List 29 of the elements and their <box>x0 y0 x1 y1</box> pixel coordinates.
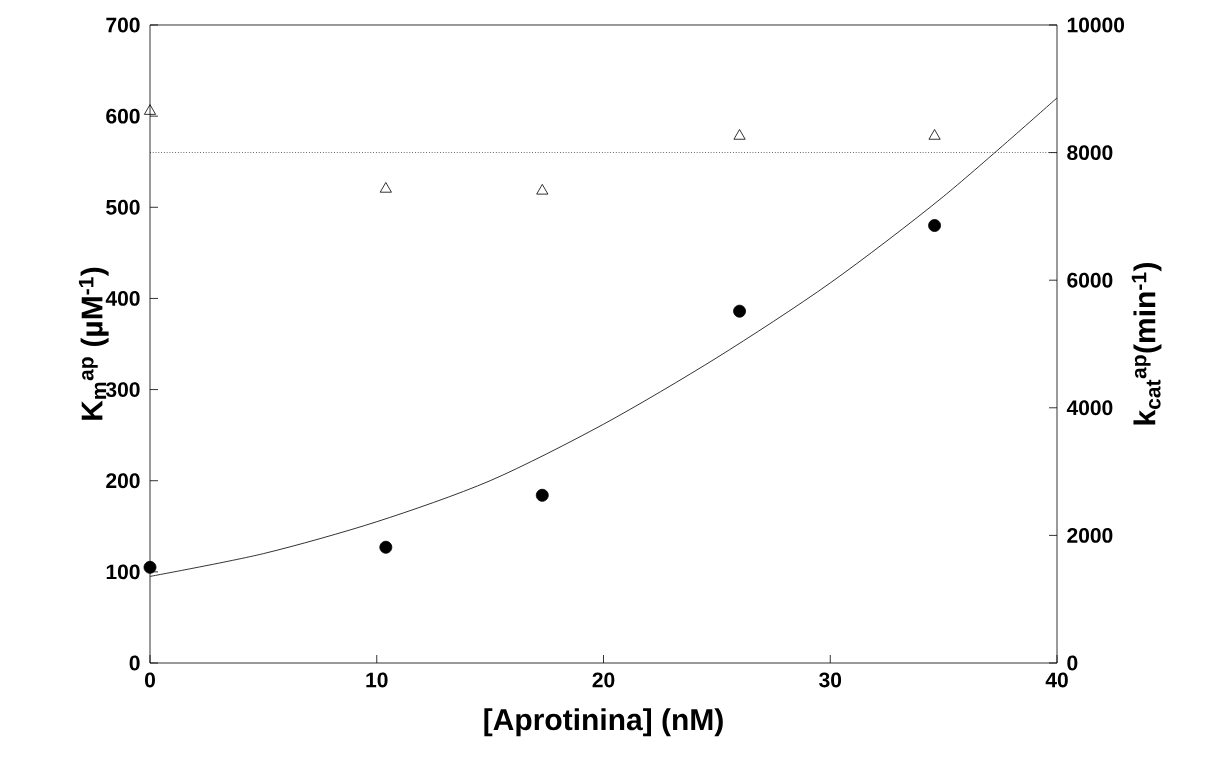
y2-tick-label: 10000 <box>1067 17 1125 33</box>
x-tick-label: 0 <box>144 672 155 688</box>
x-tick-label: 20 <box>592 672 615 688</box>
point <box>733 304 746 318</box>
point <box>143 104 157 115</box>
point <box>535 488 549 502</box>
point <box>733 129 746 140</box>
y2-tick-label: 4000 <box>1066 400 1113 416</box>
point <box>379 540 393 554</box>
point <box>536 183 549 195</box>
y2-axis-title: k$_{cat}$$^{ap}$(min$^{-1}$) <box>1131 262 1162 425</box>
y-tick-label: 500 <box>106 199 140 215</box>
point <box>928 219 941 232</box>
y-tick-label: 200 <box>106 473 140 489</box>
y2-tick-label: 8000 <box>1067 145 1113 161</box>
y-tick-label: 100 <box>106 564 140 580</box>
y2-tick-label: 6000 <box>1067 272 1113 288</box>
x-tick-label: 30 <box>819 672 842 688</box>
y2-tick-label: 0 <box>1067 655 1078 671</box>
y-tick-label: 600 <box>106 108 140 124</box>
point <box>379 182 392 193</box>
x-axis-title: [Aprotinina] (nM) <box>484 708 723 737</box>
x-tick-label: 10 <box>366 672 388 688</box>
point <box>928 129 941 140</box>
y2-tick-label: 2000 <box>1067 527 1113 543</box>
point <box>143 560 157 574</box>
x-tick-label: 40 <box>1045 672 1068 688</box>
y-tick-label: 0 <box>129 655 140 671</box>
y-tick-label: 700 <box>106 17 140 33</box>
